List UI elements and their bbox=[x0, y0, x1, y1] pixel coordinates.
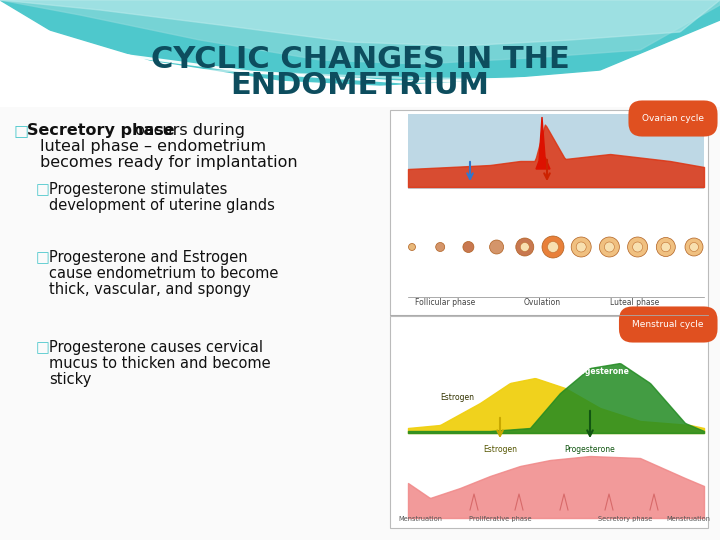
Circle shape bbox=[547, 241, 559, 253]
Text: CYCLIC CHANGES IN THE: CYCLIC CHANGES IN THE bbox=[150, 45, 570, 75]
FancyBboxPatch shape bbox=[390, 110, 708, 315]
Text: thick, vascular, and spongy: thick, vascular, and spongy bbox=[49, 282, 251, 297]
Text: Progesterone causes cervical: Progesterone causes cervical bbox=[49, 340, 263, 355]
Circle shape bbox=[628, 237, 647, 257]
Text: development of uterine glands: development of uterine glands bbox=[49, 198, 275, 213]
Text: mucus to thicken and become: mucus to thicken and become bbox=[49, 356, 271, 371]
Text: luteal phase – endometrium: luteal phase – endometrium bbox=[40, 139, 266, 154]
Text: Progesterone stimulates: Progesterone stimulates bbox=[49, 182, 228, 197]
Text: sticky: sticky bbox=[49, 372, 91, 387]
Polygon shape bbox=[536, 117, 550, 169]
Circle shape bbox=[690, 242, 698, 252]
Text: □: □ bbox=[36, 250, 50, 265]
Text: Ovulation: Ovulation bbox=[523, 298, 561, 307]
Circle shape bbox=[633, 242, 643, 252]
Circle shape bbox=[685, 238, 703, 256]
Circle shape bbox=[542, 236, 564, 258]
Text: Proliferative phase: Proliferative phase bbox=[469, 516, 531, 522]
Text: Menstrual cycle: Menstrual cycle bbox=[632, 320, 704, 329]
Text: Estrogen: Estrogen bbox=[483, 445, 517, 454]
Circle shape bbox=[604, 242, 614, 252]
Circle shape bbox=[571, 237, 591, 257]
Circle shape bbox=[516, 238, 534, 256]
Circle shape bbox=[657, 238, 675, 256]
Text: ENDOMETRIUM: ENDOMETRIUM bbox=[230, 71, 490, 100]
FancyBboxPatch shape bbox=[390, 316, 708, 528]
Text: Estrogen: Estrogen bbox=[440, 394, 474, 402]
Text: Secretory phase: Secretory phase bbox=[598, 516, 652, 522]
Text: Luteal phase: Luteal phase bbox=[611, 298, 660, 307]
Circle shape bbox=[408, 244, 415, 251]
Text: □: □ bbox=[36, 340, 50, 355]
Text: occurs during: occurs during bbox=[130, 123, 245, 138]
Text: cause endometrium to become: cause endometrium to become bbox=[49, 266, 279, 281]
Text: Progesterone: Progesterone bbox=[564, 445, 616, 454]
Text: becomes ready for implantation: becomes ready for implantation bbox=[40, 155, 297, 170]
Circle shape bbox=[463, 241, 474, 253]
Text: □: □ bbox=[14, 123, 29, 138]
Text: Menstruation: Menstruation bbox=[398, 516, 442, 522]
Circle shape bbox=[436, 242, 445, 252]
Circle shape bbox=[521, 242, 529, 252]
Circle shape bbox=[599, 237, 619, 257]
Text: Secretory phase: Secretory phase bbox=[27, 123, 175, 138]
Bar bbox=[408, 114, 704, 189]
Circle shape bbox=[661, 242, 670, 252]
Text: Follicular phase: Follicular phase bbox=[415, 298, 475, 307]
Text: □: □ bbox=[36, 182, 50, 197]
Text: Ovarian cycle: Ovarian cycle bbox=[642, 114, 704, 123]
Text: Menstruation: Menstruation bbox=[666, 516, 710, 522]
Bar bbox=[0, 107, 720, 540]
Circle shape bbox=[490, 240, 503, 254]
Text: Progesterone: Progesterone bbox=[570, 367, 629, 375]
Circle shape bbox=[576, 242, 586, 252]
Text: Progesterone and Estrogen: Progesterone and Estrogen bbox=[49, 250, 248, 265]
